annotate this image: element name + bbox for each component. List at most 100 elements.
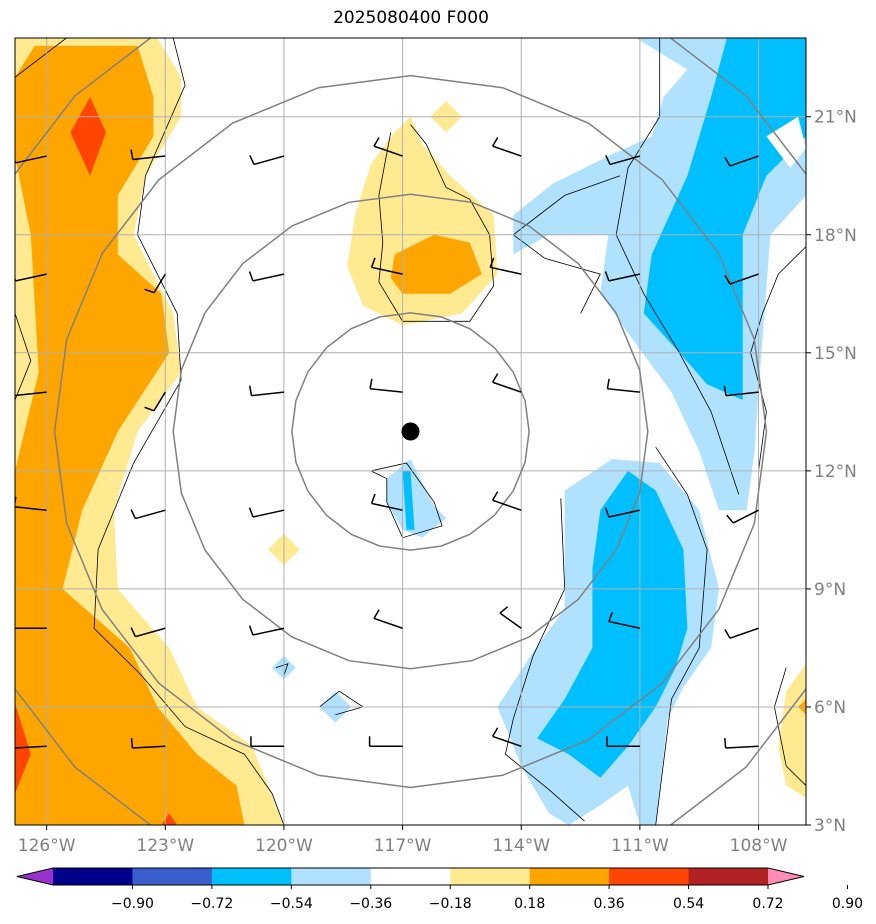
colorbar-tick-label: −0.72 [190,896,233,912]
colorbar-tick-label: 0.72 [752,896,783,912]
colorbar-tick-label: −0.54 [270,896,313,912]
colorbar-tick-label: −0.18 [429,896,472,912]
wind-barb-feather [623,16,632,21]
colorbar-tick-label: 0.36 [594,896,625,912]
wind-barb-feather [248,385,253,396]
wind-barb [368,736,403,748]
range-ring [291,312,530,551]
lon-tick-label: 111°W [611,836,669,856]
wind-barb-feather [492,491,499,501]
wind-barb [606,378,640,393]
wind-barb-staff [132,155,166,161]
contour-line [369,462,443,539]
wind-barb-feather [248,625,254,636]
region-east-upper-cyan [643,38,806,400]
wind-barb-feather [604,507,610,518]
wind-barb [248,385,285,397]
colorbar-extend-low [17,868,53,885]
wind-barb-staff [371,502,403,511]
wind-barb [15,745,47,749]
wind-barb-staff [609,155,641,166]
wind-barb-feather [489,257,495,268]
chart-title: 2025080400 F000 [333,8,489,28]
colorbar-segment [132,868,213,885]
wind-barb-staff [725,745,759,749]
wind-barb [724,273,759,285]
wind-barb-feather [510,16,519,19]
wind-barb [726,509,759,524]
wind-barb-feather [606,378,610,389]
wind-barb [373,609,403,629]
wind-barb-staff [15,273,47,282]
wind-barb [282,38,284,39]
region-center-cyan [402,470,415,530]
lon-tick-label: 126°W [18,836,76,856]
contour-line [615,38,740,495]
lat-tick-label: 9°N [814,580,846,600]
colorbar-segment [211,868,292,885]
wind-barb [144,391,166,412]
wind-barb-feather [605,155,611,165]
wind-barb-feather [130,627,137,637]
contour-line [655,446,708,825]
wind-barb-staff [401,38,403,39]
wind-barb [510,16,522,39]
wind-barb-staff [252,273,285,282]
wind-barb-feather [492,373,499,383]
wind-barb-staff [135,627,166,638]
colorbar-segment [370,868,451,885]
wind-barb [158,38,166,39]
longitude-labels: 126°W 123°W 120°W 117°W 114°W 111°W 108°W [18,825,788,856]
colorbar-segment [53,868,133,885]
contour-line [512,175,621,314]
wind-barb-feather [724,156,731,167]
region-north-orange [390,234,482,294]
wind-barb-staff [371,266,403,275]
wind-barb [492,373,522,393]
wind-barb-staff [153,391,166,412]
wind-barb-feather [370,257,376,268]
wind-barb-staff [153,273,166,294]
wind-barb-staff [638,38,640,39]
wind-barb-feather [608,611,614,622]
wind-barb [249,155,285,166]
colorbar-segment [291,868,372,885]
wind-barb [723,385,759,397]
colorbar-tick-label: 0.90 [832,896,863,912]
colorbar-segment [688,868,769,885]
wind-barb [401,38,403,39]
wind-barbs [15,16,759,749]
wind-barb [606,736,640,748]
wind-barb [724,737,759,749]
latitude-labels: 3°N 6°N 9°N 12°N 15°N 18°N 21°N [806,108,857,836]
wind-barb-staff [732,509,759,524]
wind-barb-staff [520,38,522,39]
colorbar-segment [609,868,690,885]
colorbar-tick-label: 0.18 [514,896,545,912]
wind-barb [489,257,522,275]
range-ring [53,74,768,789]
region-east-white-hole [766,116,806,168]
wind-barb-staff [607,387,640,393]
wind-barb [130,737,166,749]
wind-barb-staff [608,273,641,282]
colorbar-tick-label: −0.36 [349,896,392,912]
wind-barb-staff [132,745,166,749]
wind-barb-feather [724,629,731,639]
lon-tick-label: 123°W [136,836,194,856]
wind-barb-staff [729,155,759,167]
wind-barb [623,16,640,39]
storm-center-marker [401,422,420,441]
map-frame [14,37,807,826]
wind-barb-staff [373,617,403,629]
range-ring [172,193,649,670]
wind-barb-feather [248,271,254,282]
region-west-band-orange [15,45,245,825]
lat-tick-label: 3°N [814,816,846,836]
wind-barb-feather [724,737,727,749]
wind-barb [724,155,759,167]
wind-barb-staff [608,620,641,629]
wind-barb-feather [723,385,727,396]
colorbar-tick-label: −0.90 [111,896,154,912]
